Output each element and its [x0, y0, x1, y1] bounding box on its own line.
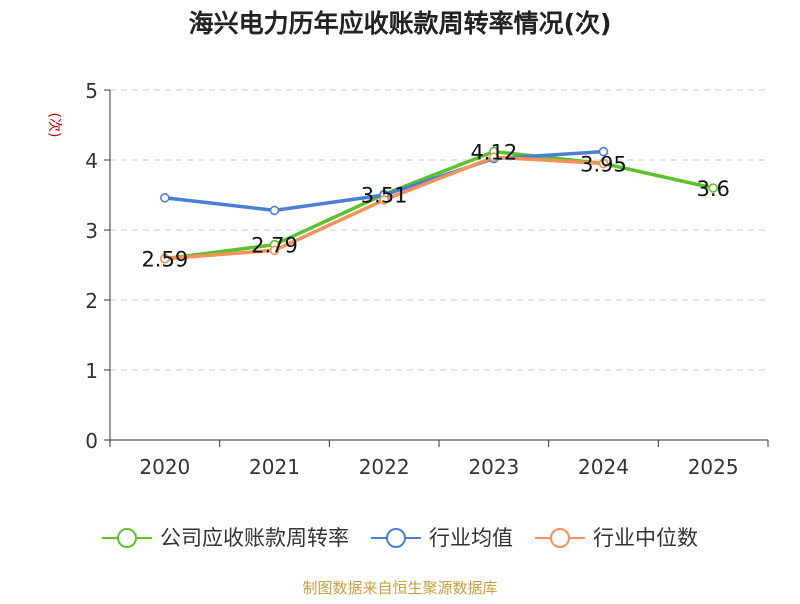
data-label: 3.51	[361, 183, 408, 207]
grid-layer	[110, 89, 768, 371]
data-label: 2.79	[251, 234, 298, 258]
legend-marker-icon	[386, 528, 406, 548]
y-axis-label: (次)	[46, 113, 62, 138]
series-line-2	[163, 155, 606, 261]
data-label: 3.95	[580, 153, 627, 177]
series-line-0	[163, 149, 715, 261]
data-point-1	[598, 146, 609, 157]
x-tick-label: 2025	[688, 455, 739, 479]
data-point-2	[160, 253, 170, 264]
data-point-2	[489, 152, 499, 162]
data-label: 2.59	[141, 248, 188, 272]
x-tick-label: 2023	[468, 455, 519, 479]
legend-label: 公司应收账款周转率	[160, 526, 349, 550]
x-tick-label: 2022	[359, 455, 410, 479]
data-label: 3.6	[696, 177, 729, 201]
axis-layer: 0 1 2 3 4 5 2020 2021 2022 2023 2024 2025	[85, 79, 769, 479]
legend-label: 行业均值	[429, 526, 513, 550]
x-tick-label: 2021	[249, 455, 300, 479]
y-tick-label: 2	[85, 289, 98, 313]
legend: 公司应收账款周转率 行业均值 行业中位数	[102, 526, 698, 550]
legend-item: 行业中位数	[535, 526, 698, 550]
data-point-2	[598, 158, 609, 169]
series-layer	[160, 146, 718, 264]
legend-item: 公司应收账款周转率	[102, 526, 349, 550]
x-tick-label: 2020	[139, 455, 190, 479]
x-tick-label: 2024	[578, 455, 629, 479]
y-tick-label: 0	[85, 429, 98, 453]
y-tick-label: 5	[85, 79, 98, 103]
legend-item: 行业均值	[371, 526, 513, 550]
legend-label: 行业中位数	[593, 526, 698, 550]
data-point-1	[160, 193, 170, 203]
data-point-1	[269, 205, 280, 216]
y-tick-label: 1	[85, 359, 98, 383]
data-point-0	[708, 183, 718, 193]
data-label: 4.12	[470, 141, 517, 165]
legend-marker-icon	[117, 528, 137, 548]
legend-marker-icon	[550, 528, 570, 548]
source-text: 制图数据来自恒生聚源数据库	[302, 579, 497, 597]
chart-title: 海兴电力历年应收账款周转率情况(次)	[189, 9, 612, 38]
data-point-2	[379, 195, 389, 205]
y-tick-label: 4	[85, 149, 98, 173]
label-layer: 2.59 2.79 3.51 4.12 3.95 3.6	[141, 141, 729, 272]
data-point-2	[269, 245, 280, 256]
y-tick-label: 3	[85, 219, 98, 243]
